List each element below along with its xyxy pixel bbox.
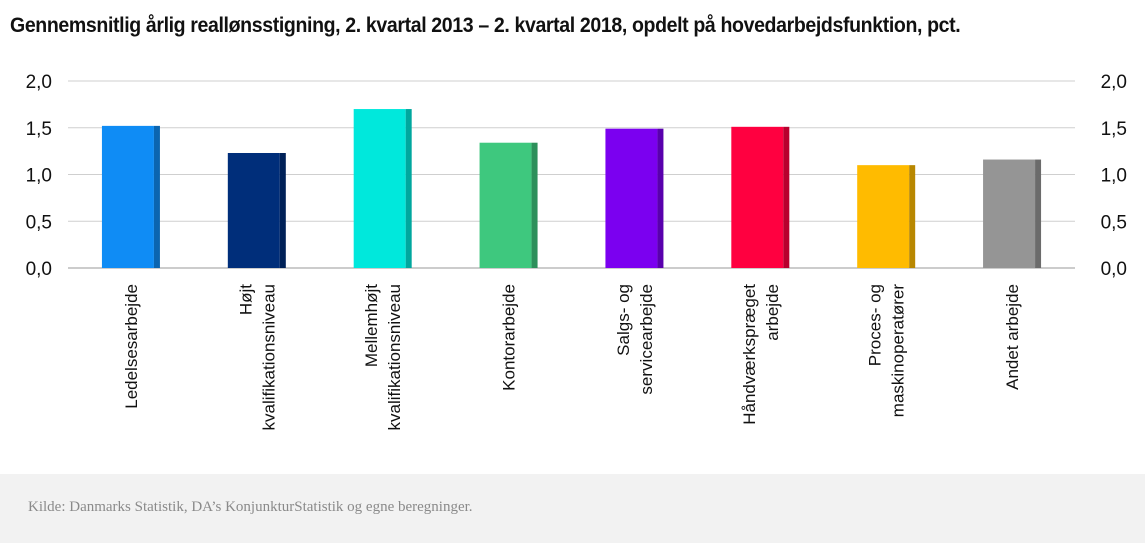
source-box: Kilde: Danmarks Statistik, DA’s Konjunkt… [0,474,1145,543]
bars [101,109,1042,268]
x-category-label: Håndværkspræget arbejde [740,284,782,425]
bar [857,165,916,268]
x-category-label: Salgs- og servicearbejde [614,284,656,395]
y-tick-label-left: 1,0 [26,166,52,187]
x-category-label: Mellemhøjt kvalifikationsniveau [362,284,404,431]
gridlines [68,80,1075,269]
y-tick-label-right: 2,0 [1101,72,1127,93]
y-tick-label-right: 0,0 [1101,259,1127,280]
y-tick-label-left: 0,0 [26,259,52,280]
x-category-label: Proces- og maskinoperatører [866,284,908,418]
source-note: Kilde: Danmarks Statistik, DA’s Konjunkt… [28,499,473,515]
bar [101,125,160,268]
bar [605,128,664,268]
bar [353,109,412,268]
x-category-label: Højt kvalifikationsniveau [236,284,278,431]
x-category-label: Ledelsesarbejde [122,284,141,409]
y-tick-label-right: 1,5 [1101,119,1127,140]
bar [479,142,538,268]
bar [731,126,790,268]
y-tick-label-left: 0,5 [26,212,52,233]
bar [227,152,286,268]
bar-chart: 0,0 0,5 1,0 1,5 2,0 0,0 0,5 1,0 1,5 2,0 Ledelses… [26,72,1127,431]
y-axis-left: 0,0 0,5 1,0 1,5 2,0 [26,72,52,280]
x-axis-categories: Ledelsesarbejde Højt kvalifikationsniveau M… [122,284,1022,431]
bar [983,159,1042,268]
chart-title: Gennemsnitlig årlig reallønsstigning, 2.… [10,14,961,37]
x-category-label: Kontorarbejde [500,284,519,391]
y-tick-label-right: 1,0 [1101,166,1127,187]
x-category-label: Andet arbejde [1003,284,1022,390]
y-axis-right: 0,0 0,5 1,0 1,5 2,0 [1101,72,1127,280]
y-tick-label-left: 2,0 [26,72,52,93]
y-tick-label-right: 0,5 [1101,212,1127,233]
y-tick-label-left: 1,5 [26,119,52,140]
